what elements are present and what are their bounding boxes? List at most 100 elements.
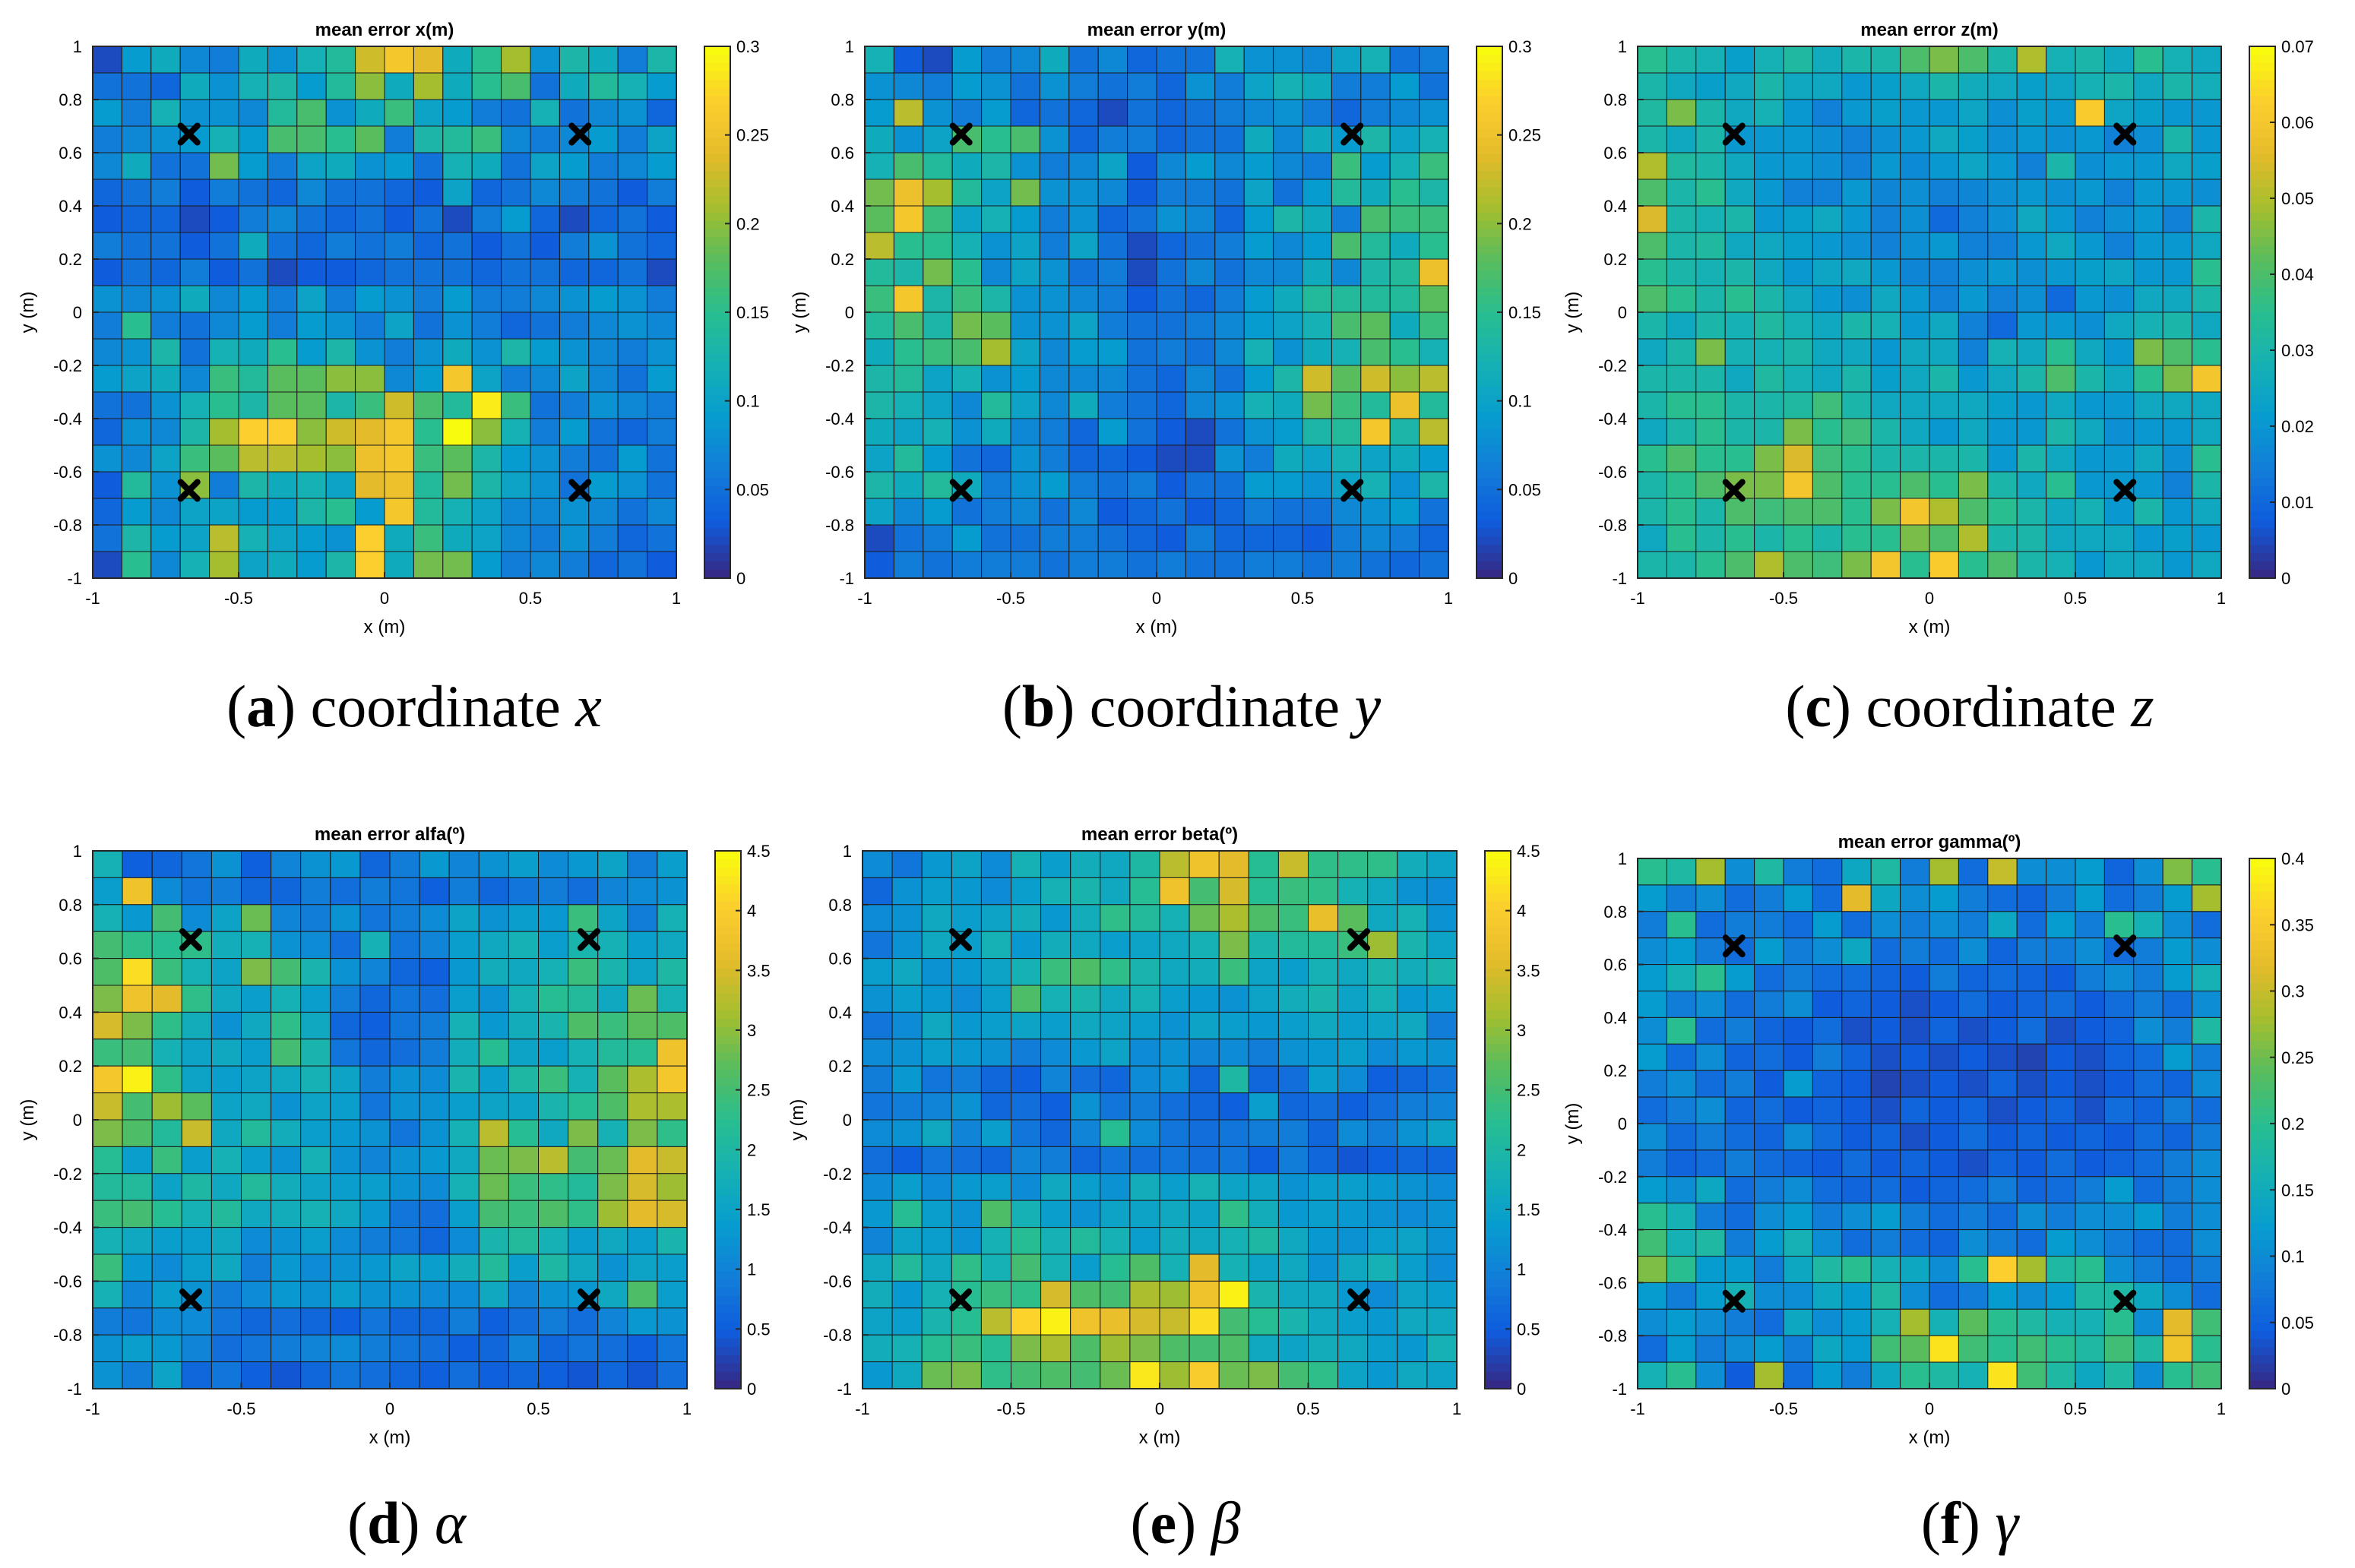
heatmap-cell [330,1146,361,1174]
heatmap-cell [209,125,239,153]
heatmap-cell [1841,991,1872,1018]
heatmap-cell [92,877,123,906]
heatmap-cell [980,1011,1012,1040]
heatmap-cell [1841,1043,1872,1071]
colorbar-segment [1477,187,1502,197]
heatmap-cell [179,365,210,393]
heatmap-cell [1841,444,1872,473]
colorbar-segment [1485,1002,1511,1011]
heatmap-cell [559,524,590,552]
heatmap-cell [330,1227,361,1255]
y-tick-label: -1 [1612,1380,1627,1399]
heatmap-cell [442,232,473,260]
heatmap-cell [1218,1092,1249,1121]
heatmap-cell [209,391,239,419]
colorbar-segment [2249,866,2275,876]
heatmap-cell [209,179,239,207]
heatmap-cell [2016,338,2047,366]
heatmap-cell [1754,205,1784,233]
heatmap-cell [271,1038,302,1067]
colorbar-segment [1485,1329,1511,1339]
heatmap-cell [210,877,242,906]
heatmap-cell [2162,911,2193,939]
heatmap-cell [1900,232,1930,260]
heatmap-cell [1248,1065,1279,1094]
heatmap-cell [1248,877,1279,906]
heatmap-cell [1426,1253,1458,1282]
heatmap-cell [389,1173,420,1201]
heatmap-cell [1185,179,1216,207]
heatmap-cell [1841,858,1872,886]
heatmap-cell [267,524,298,552]
heatmap-cell [121,125,152,153]
heatmap-cell [471,99,502,127]
heatmap-cell [1812,498,1843,526]
heatmap-cell [1277,1119,1309,1147]
heatmap-cell [1754,391,1784,419]
heatmap-cell [1900,1361,1930,1389]
heatmap-cell [478,1200,509,1228]
heatmap-cell [1273,551,1303,579]
heatmap-cell [627,1092,658,1121]
heatmap-cell [1100,1119,1131,1147]
heatmap-cell [1248,904,1279,932]
heatmap-cell [1367,958,1398,986]
heatmap-cell [1337,1146,1369,1174]
y-tick-label: 0.2 [59,250,82,269]
heatmap-cell [627,1307,658,1336]
heatmap-cell [1812,471,1843,499]
colorbar-tick-label: 0.3 [1508,37,1532,56]
heatmap-cell [617,418,648,446]
heatmap-cell [2162,391,2193,419]
heatmap-cell [2016,311,2047,340]
anchor-marker [949,928,973,951]
heatmap-cell [271,1361,302,1389]
heatmap-cell [1360,311,1391,340]
heatmap-cell [1929,1016,1959,1045]
heatmap-cell [597,931,628,959]
heatmap-cell [2133,911,2163,939]
heatmap-cell [2046,205,2076,233]
y-tick-label: -0.8 [1598,1326,1627,1345]
y-tick-label: -0.4 [53,1219,82,1238]
heatmap-cell [1218,931,1249,959]
heatmap-cell [122,1011,153,1040]
heatmap-cell [1870,285,1901,313]
heatmap-cell [1783,1361,1813,1389]
heatmap-cell [617,72,648,100]
x-axis-label: x (m) [1909,1427,1951,1448]
heatmap-cell [150,125,181,153]
heatmap-cell [617,311,648,340]
heatmap-cell [1929,1335,1959,1363]
heatmap-cell [647,258,677,286]
colorbar-segment [704,469,730,479]
heatmap-cell [1011,1011,1042,1040]
colorbar-segment [2249,1073,2275,1083]
heatmap-cell [2192,1070,2222,1098]
heatmap-cell [1958,937,1989,966]
heatmap-cell [501,365,531,393]
heatmap-cell [1783,911,1813,939]
heatmap-cell [1189,877,1220,906]
heatmap-cell [1243,311,1274,340]
heatmap-cell [1389,418,1420,446]
heatmap-cell [1039,391,1070,419]
heatmap-cell [1870,1176,1901,1204]
heatmap-cell [657,958,688,986]
heatmap-cell [1900,1256,1930,1283]
heatmap-cell [568,1092,599,1121]
heatmap-cell [1783,46,1813,74]
heatmap-cell [271,931,302,959]
heatmap-cell [1695,911,1726,939]
y-tick-label: 0.4 [59,197,82,216]
heatmap-cell [1277,1200,1309,1228]
heatmap-cell [923,232,953,260]
heatmap-cell [238,524,268,552]
colorbar-segment [715,1052,741,1062]
heatmap-cell [2016,46,2047,74]
heatmap-cell [296,391,327,419]
heatmap-cell [1841,391,1872,419]
heatmap-cell [210,1011,242,1040]
heatmap-cell [1218,1065,1249,1094]
heatmap-cell [2192,258,2222,286]
